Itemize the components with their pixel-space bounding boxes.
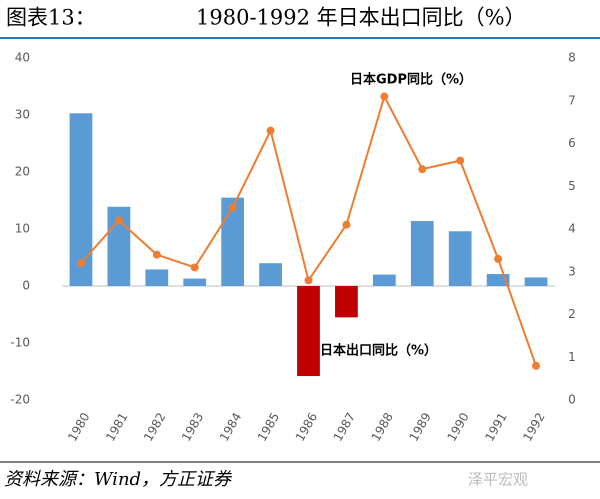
line-marker [304, 276, 313, 285]
line-marker [114, 216, 123, 225]
bar [145, 269, 169, 286]
bar [259, 263, 282, 286]
x-tick-label: 1985 [255, 410, 282, 443]
x-tick-label: 1984 [217, 410, 244, 443]
line-marker [228, 203, 237, 212]
line-marker [494, 254, 503, 263]
y2-tick-label: 4 [568, 222, 576, 236]
x-tick-label: 1989 [407, 410, 434, 443]
x-tick-label: 1980 [65, 410, 92, 443]
line-marker [342, 220, 351, 229]
x-tick-label: 1987 [331, 410, 358, 443]
line-marker [380, 92, 389, 101]
line-marker [152, 250, 161, 259]
bar [183, 278, 207, 286]
line-marker [532, 361, 541, 370]
x-tick-label: 1988 [369, 410, 396, 443]
y-tick-label: 40 [15, 51, 30, 65]
line-marker [190, 263, 199, 272]
bar [221, 197, 245, 286]
y2-tick-label: 2 [568, 307, 576, 321]
bar [335, 286, 358, 318]
bar [448, 231, 472, 286]
x-tick-label: 1990 [444, 410, 471, 443]
y2-tick-label: 8 [568, 51, 576, 65]
y2-tick-label: 0 [568, 393, 576, 407]
x-tick-label: 1991 [482, 410, 509, 443]
figure-label: 图表13： [6, 6, 96, 30]
y-tick-label: -10 [10, 336, 30, 350]
series-label: 日本GDP同比（%） [350, 72, 472, 88]
y-tick-label: 30 [15, 108, 30, 122]
y2-tick-label: 1 [568, 350, 576, 364]
y-tick-label: 0 [22, 279, 30, 293]
line-marker [76, 259, 85, 268]
bar [69, 113, 93, 286]
line-marker [456, 156, 465, 165]
y-tick-label: 20 [15, 165, 30, 179]
x-tick-label: 1992 [520, 410, 547, 443]
bar [297, 286, 320, 377]
x-tick-label: 1983 [179, 410, 206, 443]
source: 资料来源：Wind，方正证券 [4, 469, 233, 490]
bar [372, 274, 396, 286]
y-tick-label: -20 [10, 393, 30, 407]
chart-title: 1980-1992 年日本出口同比（%） [196, 6, 526, 30]
line-marker [266, 126, 275, 135]
series-label: 日本出口同比（%） [320, 343, 437, 359]
bar [524, 277, 548, 286]
bar [410, 221, 434, 286]
y2-tick-label: 3 [568, 264, 576, 278]
watermark: 泽平宏观 [468, 471, 528, 489]
y-tick-label: 10 [15, 222, 30, 236]
y2-tick-label: 7 [568, 93, 576, 107]
y2-tick-label: 6 [568, 136, 576, 150]
bar [486, 274, 510, 286]
x-tick-label: 1986 [293, 410, 320, 443]
x-tick-label: 1982 [141, 410, 168, 443]
line-marker [418, 165, 427, 174]
y2-tick-label: 5 [568, 179, 576, 193]
x-tick-label: 1981 [103, 410, 130, 443]
